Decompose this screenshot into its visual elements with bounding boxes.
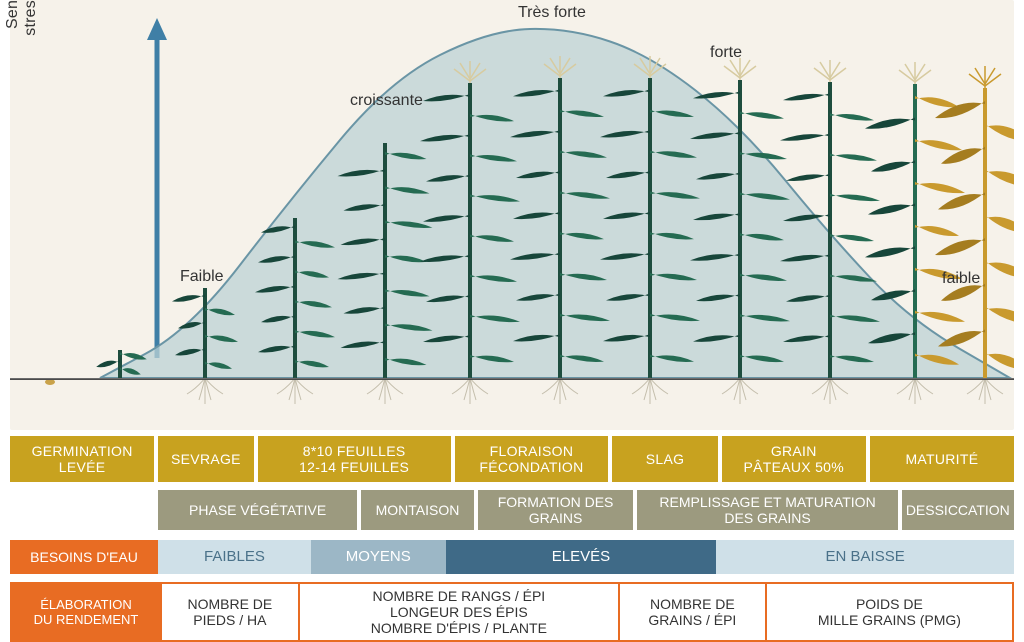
- plant: [600, 56, 700, 404]
- stage-cell: FLORAISONFÉCONDATION: [455, 436, 609, 482]
- chart-area: Sensibilité au stress hydrique: [10, 0, 1014, 430]
- water-needs-row: BESOINS D'EAUFAIBLESMOYENSELEVÉSEN BAISS…: [10, 540, 1014, 574]
- plant: [338, 143, 433, 404]
- water-needs-header: BESOINS D'EAU: [10, 540, 158, 574]
- phase-row-indent: [10, 490, 158, 530]
- y-axis-label-line1: Sensibilité au: [4, 0, 22, 70]
- plant: [96, 350, 147, 378]
- curve-label: forte: [710, 44, 742, 62]
- yield-cell: NOMBRE DE RANGS / ÉPILONGEUR DES ÉPISNOM…: [298, 584, 618, 640]
- yield-row: ÉLABORATIONDU RENDEMENTNOMBRE DEPIEDS / …: [10, 582, 1014, 642]
- phase-cell: PHASE VÉGÉTATIVE: [158, 490, 357, 530]
- phase-cell: REMPLISSAGE ET MATURATIONDES GRAINS: [637, 490, 897, 530]
- y-axis-label-line2: stress hydrique: [22, 0, 40, 70]
- curve-label: croissante: [350, 92, 423, 110]
- stage-cell: GERMINATIONLEVÉE: [10, 436, 154, 482]
- water-need-cell: FAIBLES: [158, 540, 311, 574]
- plant: [865, 62, 965, 404]
- ground-line: [10, 378, 1014, 380]
- plant: [510, 56, 610, 404]
- plant: [690, 58, 790, 404]
- stage-cell: SLAG: [612, 436, 717, 482]
- corn-growth-diagram: Sensibilité au stress hydrique: [0, 0, 1024, 641]
- yield-header: ÉLABORATIONDU RENDEMENT: [12, 584, 160, 640]
- plant: [172, 288, 238, 404]
- yield-cell: NOMBRE DEGRAINS / ÉPI: [618, 584, 765, 640]
- yield-cell: NOMBRE DEPIEDS / HA: [160, 584, 298, 640]
- stage-cell: SEVRAGE: [158, 436, 254, 482]
- stage-cell: GRAINPÂTEAUX 50%: [722, 436, 866, 482]
- curve-label: faible: [942, 270, 980, 288]
- plants-layer: [10, 0, 1014, 430]
- plant: [935, 66, 1014, 404]
- yield-cell: POIDS DEMILLE GRAINS (PMG): [765, 584, 1012, 640]
- water-need-cell: ELEVÉS: [446, 540, 717, 574]
- phase-cell: DESSICCATION: [902, 490, 1014, 530]
- y-axis-arrow-icon: [145, 18, 169, 358]
- stage-cell: MATURITÉ: [870, 436, 1014, 482]
- curve-label: Faible: [180, 268, 224, 286]
- phase-cell: FORMATION DESGRAINS: [478, 490, 634, 530]
- plant: [420, 61, 520, 404]
- water-need-cell: EN BAISSE: [716, 540, 1014, 574]
- plant: [780, 60, 880, 404]
- water-need-cell: MOYENS: [311, 540, 446, 574]
- curve-label: Très forte: [518, 4, 586, 22]
- y-axis-label: Sensibilité au stress hydrique: [4, 0, 40, 70]
- sensitivity-curve: [10, 0, 1014, 430]
- phases-row: PHASE VÉGÉTATIVEMONTAISONFORMATION DESGR…: [10, 490, 1014, 530]
- plant: [255, 218, 335, 404]
- stage-cell: 8*10 FEUILLES12-14 FEUILLES: [258, 436, 451, 482]
- growth-stages-row: GERMINATIONLEVÉESEVRAGE8*10 FEUILLES12-1…: [10, 436, 1014, 482]
- curve-labels: Faible croissante Très forte forte faible: [10, 0, 1014, 430]
- phase-cell: MONTAISON: [361, 490, 473, 530]
